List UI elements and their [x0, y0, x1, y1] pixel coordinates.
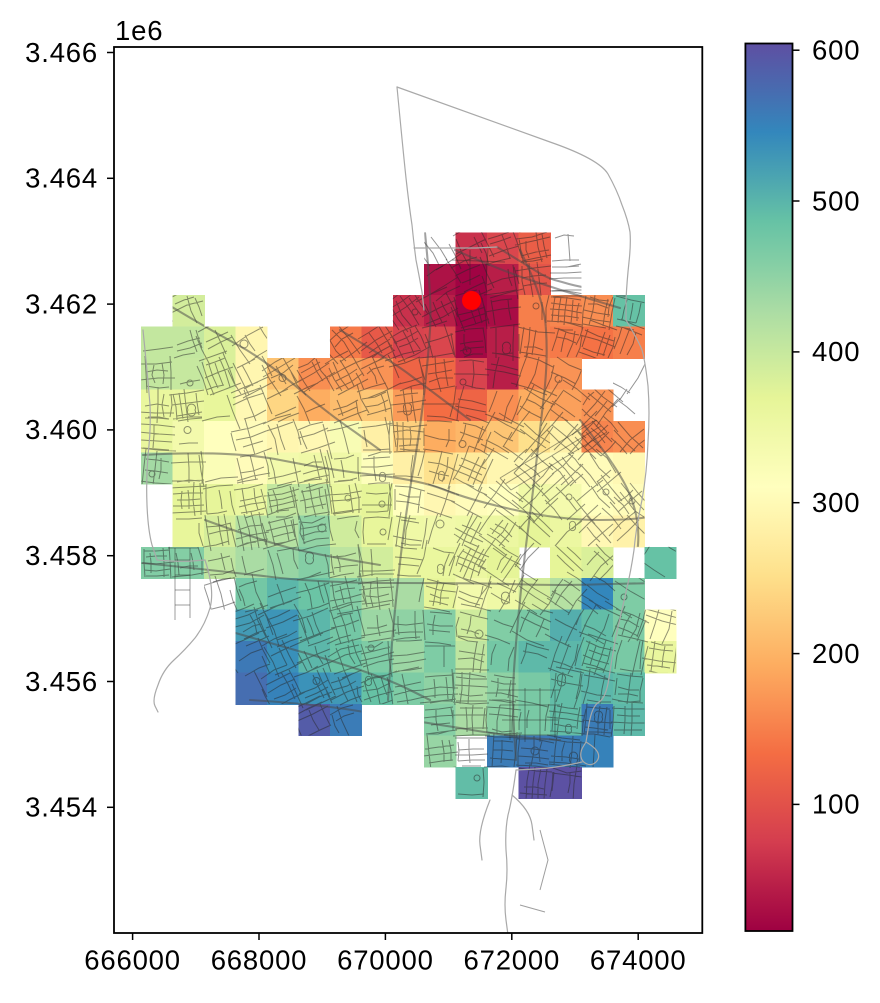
svg-text:1e6: 1e6	[115, 15, 163, 46]
svg-text:672000: 672000	[464, 945, 561, 976]
svg-text:200: 200	[812, 638, 860, 669]
svg-text:3.456: 3.456	[25, 666, 98, 697]
svg-text:100: 100	[812, 789, 860, 820]
svg-text:3.464: 3.464	[25, 163, 98, 194]
svg-text:3.460: 3.460	[25, 414, 98, 445]
svg-text:3.458: 3.458	[25, 540, 98, 571]
svg-text:300: 300	[812, 487, 860, 518]
svg-text:400: 400	[812, 336, 860, 367]
svg-text:3.462: 3.462	[25, 288, 98, 319]
svg-text:666000: 666000	[84, 945, 181, 976]
svg-text:670000: 670000	[337, 945, 434, 976]
svg-text:3.466: 3.466	[25, 37, 98, 68]
svg-text:3.454: 3.454	[25, 792, 98, 823]
svg-text:674000: 674000	[590, 945, 687, 976]
svg-text:668000: 668000	[211, 945, 308, 976]
svg-text:500: 500	[812, 185, 860, 216]
svg-text:600: 600	[812, 35, 860, 66]
